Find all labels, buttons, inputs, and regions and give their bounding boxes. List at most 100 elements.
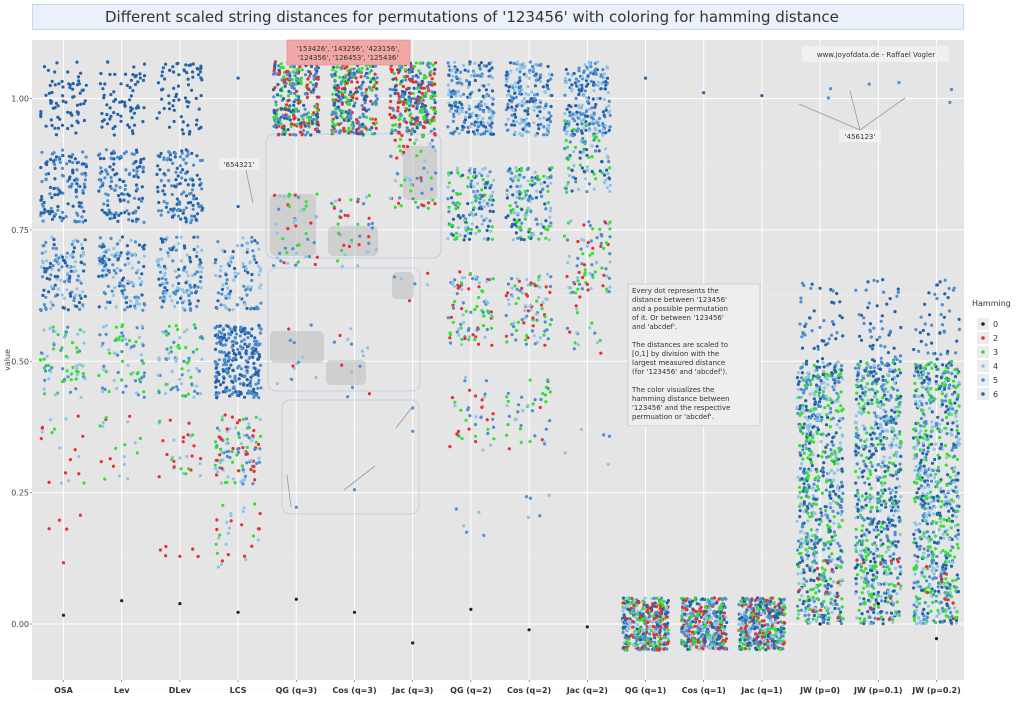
data-point <box>564 138 568 143</box>
data-point <box>69 269 73 273</box>
data-point <box>181 132 185 136</box>
data-point <box>456 226 460 230</box>
data-point <box>240 523 244 527</box>
data-point <box>275 231 279 235</box>
data-point <box>567 122 571 126</box>
data-point <box>289 125 293 129</box>
data-point <box>258 286 262 290</box>
data-point <box>76 112 80 116</box>
data-point <box>519 237 524 241</box>
data-point <box>132 152 136 156</box>
data-point <box>116 370 120 375</box>
data-point <box>466 85 470 89</box>
data-point <box>649 643 653 647</box>
data-point <box>198 177 202 181</box>
data-point <box>213 261 217 265</box>
data-point <box>529 210 533 214</box>
data-point <box>75 161 79 165</box>
data-point <box>565 326 570 330</box>
data-point <box>364 195 368 199</box>
data-point <box>400 133 404 138</box>
data-point <box>246 331 250 335</box>
data-point <box>607 128 611 132</box>
data-point <box>480 398 484 402</box>
data-point <box>600 82 604 86</box>
data-point <box>116 258 120 262</box>
data-point <box>220 415 224 419</box>
data-point <box>237 432 241 436</box>
data-point <box>393 138 397 142</box>
data-point <box>576 187 581 191</box>
data-point <box>236 450 240 454</box>
data-point <box>451 74 455 78</box>
data-point <box>484 94 488 98</box>
data-point <box>276 93 280 97</box>
data-point <box>404 176 408 180</box>
data-point <box>710 599 714 604</box>
data-point <box>580 103 584 107</box>
data-point <box>446 185 450 189</box>
data-point <box>524 193 528 197</box>
data-point <box>176 182 180 187</box>
data-point <box>571 112 575 117</box>
data-point <box>243 474 247 478</box>
data-point <box>228 327 232 331</box>
data-point <box>537 127 541 131</box>
data-point <box>295 243 300 247</box>
data-point <box>604 221 608 225</box>
data-point <box>225 454 229 458</box>
data-point <box>539 231 543 236</box>
data-point <box>512 218 517 222</box>
data-point <box>548 290 552 294</box>
data-point <box>485 202 489 206</box>
data-point <box>347 244 351 249</box>
data-point <box>594 177 598 181</box>
data-point <box>259 267 263 271</box>
data-point <box>240 339 244 344</box>
data-point <box>581 252 585 256</box>
data-point <box>191 183 195 187</box>
data-point <box>528 496 533 500</box>
data-point <box>101 268 105 272</box>
data-point <box>602 76 606 80</box>
data-point <box>61 153 65 158</box>
data-point <box>397 94 401 98</box>
data-point <box>279 122 283 126</box>
data-point <box>259 363 263 367</box>
data-point <box>332 340 336 344</box>
data-point <box>605 168 609 172</box>
data-point <box>158 283 162 287</box>
data-point <box>72 265 76 269</box>
data-point <box>247 389 251 393</box>
data-point <box>526 515 531 520</box>
data-point <box>53 283 57 287</box>
data-point <box>225 386 229 390</box>
data-point <box>397 125 401 129</box>
data-point <box>218 335 222 339</box>
data-point <box>514 338 518 342</box>
data-point <box>169 350 173 354</box>
data-point <box>186 369 190 373</box>
data-point <box>360 66 364 70</box>
data-point <box>182 330 187 334</box>
data-point <box>725 620 729 625</box>
data-point <box>339 90 343 94</box>
data-point <box>225 450 229 454</box>
data-point <box>453 404 457 408</box>
data-point <box>141 78 146 82</box>
data-point <box>362 114 366 119</box>
data-point <box>142 106 146 110</box>
data-point <box>198 392 203 396</box>
data-point <box>72 296 76 300</box>
data-point <box>245 461 249 465</box>
data-point <box>595 236 599 240</box>
data-point <box>468 335 472 339</box>
data-point <box>64 100 68 104</box>
data-point <box>453 90 457 94</box>
data-point <box>64 417 68 421</box>
data-point <box>192 194 196 198</box>
data-point <box>546 380 550 384</box>
data-point <box>53 330 57 334</box>
data-point <box>465 79 469 83</box>
data-point <box>81 189 85 193</box>
